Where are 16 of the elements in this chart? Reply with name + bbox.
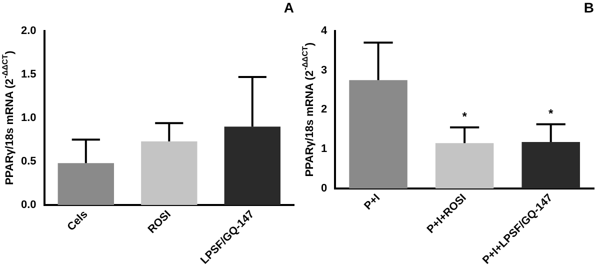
y-tick-label: 1 — [320, 143, 328, 156]
annotation: * — [462, 110, 468, 124]
y-tick-label: 1.5 — [20, 68, 36, 80]
chart-title: A — [284, 0, 294, 16]
y-tick-label: 0.0 — [20, 198, 36, 211]
y-tick-label: 4 — [320, 24, 328, 37]
y-tick-label: 1.0 — [20, 112, 36, 124]
chart-title: B — [584, 0, 594, 16]
y-tick-label: 2 — [320, 104, 328, 116]
y-tick-label: 2.0 — [20, 24, 36, 37]
y-tick-label: 0 — [320, 182, 328, 195]
annotation: * — [548, 106, 554, 121]
y-tick-label: 3 — [320, 64, 328, 76]
x-tick-label: Cels — [65, 208, 90, 234]
x-tick-label: P+I — [362, 192, 383, 212]
y-tick-label: 0.5 — [20, 155, 36, 168]
